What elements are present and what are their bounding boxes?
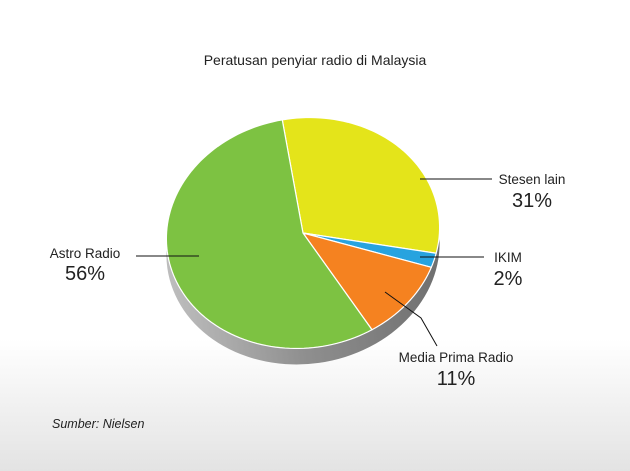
slice-value-media-prima-radio: 11% (437, 368, 476, 390)
slice-value-ikim: 2% (494, 268, 523, 290)
slice-label-media-prima-radio: Media Prima Radio (399, 350, 514, 365)
slice-value-stesen-lain: 31% (512, 190, 552, 212)
chart-title: Peratusan penyiar radio di Malaysia (204, 52, 427, 68)
pie-slice-media-prima-radio (302, 232, 432, 331)
source-note: Sumber: Nielsen (52, 417, 144, 431)
pie-slice-astro-radio (165, 119, 373, 350)
pie-slice-stesen-lain (281, 116, 441, 254)
leader-line-media-prima-radio (384, 291, 438, 347)
slice-label-stesen-lain: Stesen lain (499, 172, 566, 187)
pie-slices (165, 116, 441, 350)
slice-label-astro-radio: Astro Radio (50, 246, 121, 261)
slice-label-ikim: IKIM (494, 250, 522, 265)
slice-value-astro-radio: 56% (65, 263, 105, 285)
